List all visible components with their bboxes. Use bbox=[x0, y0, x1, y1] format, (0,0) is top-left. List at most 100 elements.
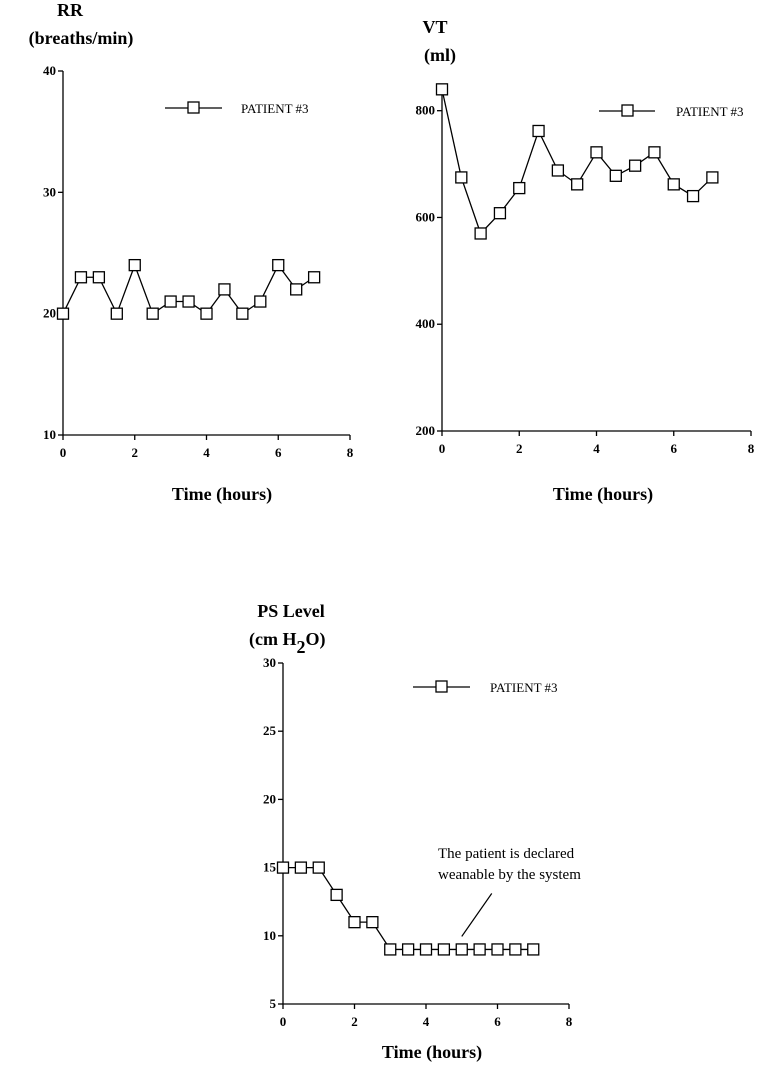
ps-legend-marker bbox=[435, 680, 448, 693]
ps-ylabel-line2-end: O) bbox=[305, 629, 325, 650]
ps-ylabel-line2-start: (cm H bbox=[249, 629, 296, 650]
rr-x-tick-label: 4 bbox=[203, 445, 210, 460]
ps-ylabel-subscript: 2 bbox=[296, 637, 305, 657]
vt-y-tick-label: 600 bbox=[416, 209, 436, 224]
ps-x-tick-label: 4 bbox=[423, 1014, 430, 1029]
vt-xlabel: Time (hours) bbox=[553, 484, 653, 505]
rr-y-tick-label: 10 bbox=[43, 427, 56, 442]
ps-x-tick-label: 0 bbox=[280, 1014, 287, 1029]
vt-ylabel-line1: VT bbox=[422, 17, 447, 37]
ps-data-point bbox=[455, 943, 468, 956]
rr-legend-text: PATIENT #3 bbox=[241, 101, 309, 116]
annotation-line2: weanable by the system bbox=[438, 867, 581, 883]
rr-data-point bbox=[164, 295, 177, 308]
vt-x-tick-label: 2 bbox=[516, 441, 523, 456]
ps-data-point bbox=[419, 943, 433, 956]
ps-y-tick-label: 20 bbox=[263, 791, 276, 806]
rr-x-tick-label: 2 bbox=[132, 445, 139, 460]
ps-y-tick-label: 15 bbox=[263, 860, 277, 875]
vt-legend-text: PATIENT #3 bbox=[676, 104, 744, 119]
ps-data-point bbox=[384, 943, 397, 956]
rr-data-point bbox=[290, 283, 303, 296]
ps-data-point bbox=[401, 943, 415, 956]
vt-y-tick-label: 200 bbox=[416, 423, 436, 438]
vt-data-point bbox=[571, 178, 584, 191]
ps-data-point bbox=[366, 916, 379, 929]
vt-legend-marker bbox=[621, 104, 634, 117]
ps-xlabel: Time (hours) bbox=[382, 1042, 482, 1063]
rr-data-point bbox=[128, 258, 141, 272]
rr-data-point bbox=[74, 271, 88, 284]
rr-data-point bbox=[92, 271, 106, 284]
vt-data-point bbox=[455, 171, 468, 184]
ps-x-tick-label: 6 bbox=[494, 1014, 501, 1029]
rr-data-point bbox=[146, 307, 159, 320]
ps-x-tick-label: 2 bbox=[351, 1014, 358, 1029]
ps-legend: PATIENT #3 bbox=[413, 680, 558, 695]
rr-data-point bbox=[272, 258, 285, 272]
vt-x-tick-label: 8 bbox=[748, 441, 755, 456]
rr-x-tick-label: 0 bbox=[60, 445, 67, 460]
annotation-pointer bbox=[461, 893, 493, 937]
rr-chart: RR (breaths/min) Time (hours) PATIENT #3… bbox=[29, 0, 354, 505]
ps-legend-text: PATIENT #3 bbox=[490, 680, 558, 695]
ps-data-point bbox=[312, 861, 325, 874]
vt-y-tick-label: 800 bbox=[416, 103, 436, 118]
vt-x-tick-label: 4 bbox=[593, 441, 600, 456]
vt-x-tick-label: 0 bbox=[439, 441, 446, 456]
rr-legend-marker bbox=[187, 101, 200, 114]
ps-y-tick-label: 5 bbox=[270, 996, 277, 1011]
ps-ylabel-line2: (cm H2O) bbox=[249, 629, 325, 657]
vt-ylabel-line2: (ml) bbox=[424, 45, 456, 66]
annotation-line1: The patient is declared bbox=[438, 846, 575, 862]
ps-y-tick-label: 30 bbox=[263, 655, 276, 670]
rr-data-point bbox=[110, 307, 123, 320]
ps-data-point bbox=[276, 861, 290, 874]
vt-data-point bbox=[435, 83, 449, 96]
rr-ylabel-line2: (breaths/min) bbox=[29, 28, 134, 49]
vt-data-point bbox=[493, 207, 507, 220]
ps-data-point bbox=[294, 861, 308, 874]
rr-y-tick-label: 30 bbox=[43, 184, 56, 199]
ps-data-point bbox=[348, 916, 361, 929]
vt-data-point bbox=[551, 164, 565, 177]
rr-y-tick-label: 20 bbox=[43, 306, 56, 321]
vt-data-point bbox=[532, 124, 545, 138]
vt-data-point bbox=[706, 171, 719, 184]
ps-ylabel-line1: PS Level bbox=[257, 601, 325, 621]
ps-data-point bbox=[473, 943, 486, 956]
rr-y-tick-label: 40 bbox=[43, 63, 56, 78]
ps-data-point bbox=[330, 888, 343, 902]
rr-data-point bbox=[307, 271, 321, 284]
vt-data-point bbox=[648, 146, 661, 159]
vt-legend: PATIENT #3 bbox=[599, 104, 744, 119]
ps-data-point bbox=[527, 943, 540, 956]
rr-ylabel-line1: RR bbox=[57, 0, 84, 20]
vt-data-point bbox=[667, 178, 680, 191]
vt-series-line bbox=[441, 89, 713, 235]
ps-data-point bbox=[437, 943, 451, 956]
ps-x-tick-label: 8 bbox=[566, 1014, 573, 1029]
vt-x-tick-label: 6 bbox=[671, 441, 678, 456]
ps-chart: PS Level (cm H2O) Time (hours) PATIENT #… bbox=[249, 601, 581, 1063]
ps-y-tick-label: 10 bbox=[263, 928, 276, 943]
vt-data-point bbox=[686, 189, 700, 203]
rr-data-point bbox=[218, 283, 231, 296]
rr-legend: PATIENT #3 bbox=[165, 101, 309, 116]
rr-data-point bbox=[56, 307, 70, 320]
vt-data-point bbox=[628, 159, 642, 172]
vt-data-point bbox=[474, 227, 487, 240]
ps-data-point bbox=[509, 943, 522, 956]
vt-y-tick-label: 400 bbox=[416, 316, 436, 331]
rr-data-point bbox=[200, 307, 213, 320]
ps-y-tick-label: 25 bbox=[263, 723, 277, 738]
rr-data-point bbox=[182, 295, 195, 308]
rr-data-point bbox=[254, 295, 267, 308]
rr-xlabel: Time (hours) bbox=[172, 484, 272, 505]
vt-chart: VT (ml) Time (hours) PATIENT #3 0 2 4 6 8 200… bbox=[416, 17, 755, 505]
rr-data-point bbox=[236, 307, 249, 320]
vt-data-point bbox=[513, 181, 526, 195]
vt-data-point bbox=[609, 169, 622, 182]
ps-data-point bbox=[491, 943, 504, 956]
